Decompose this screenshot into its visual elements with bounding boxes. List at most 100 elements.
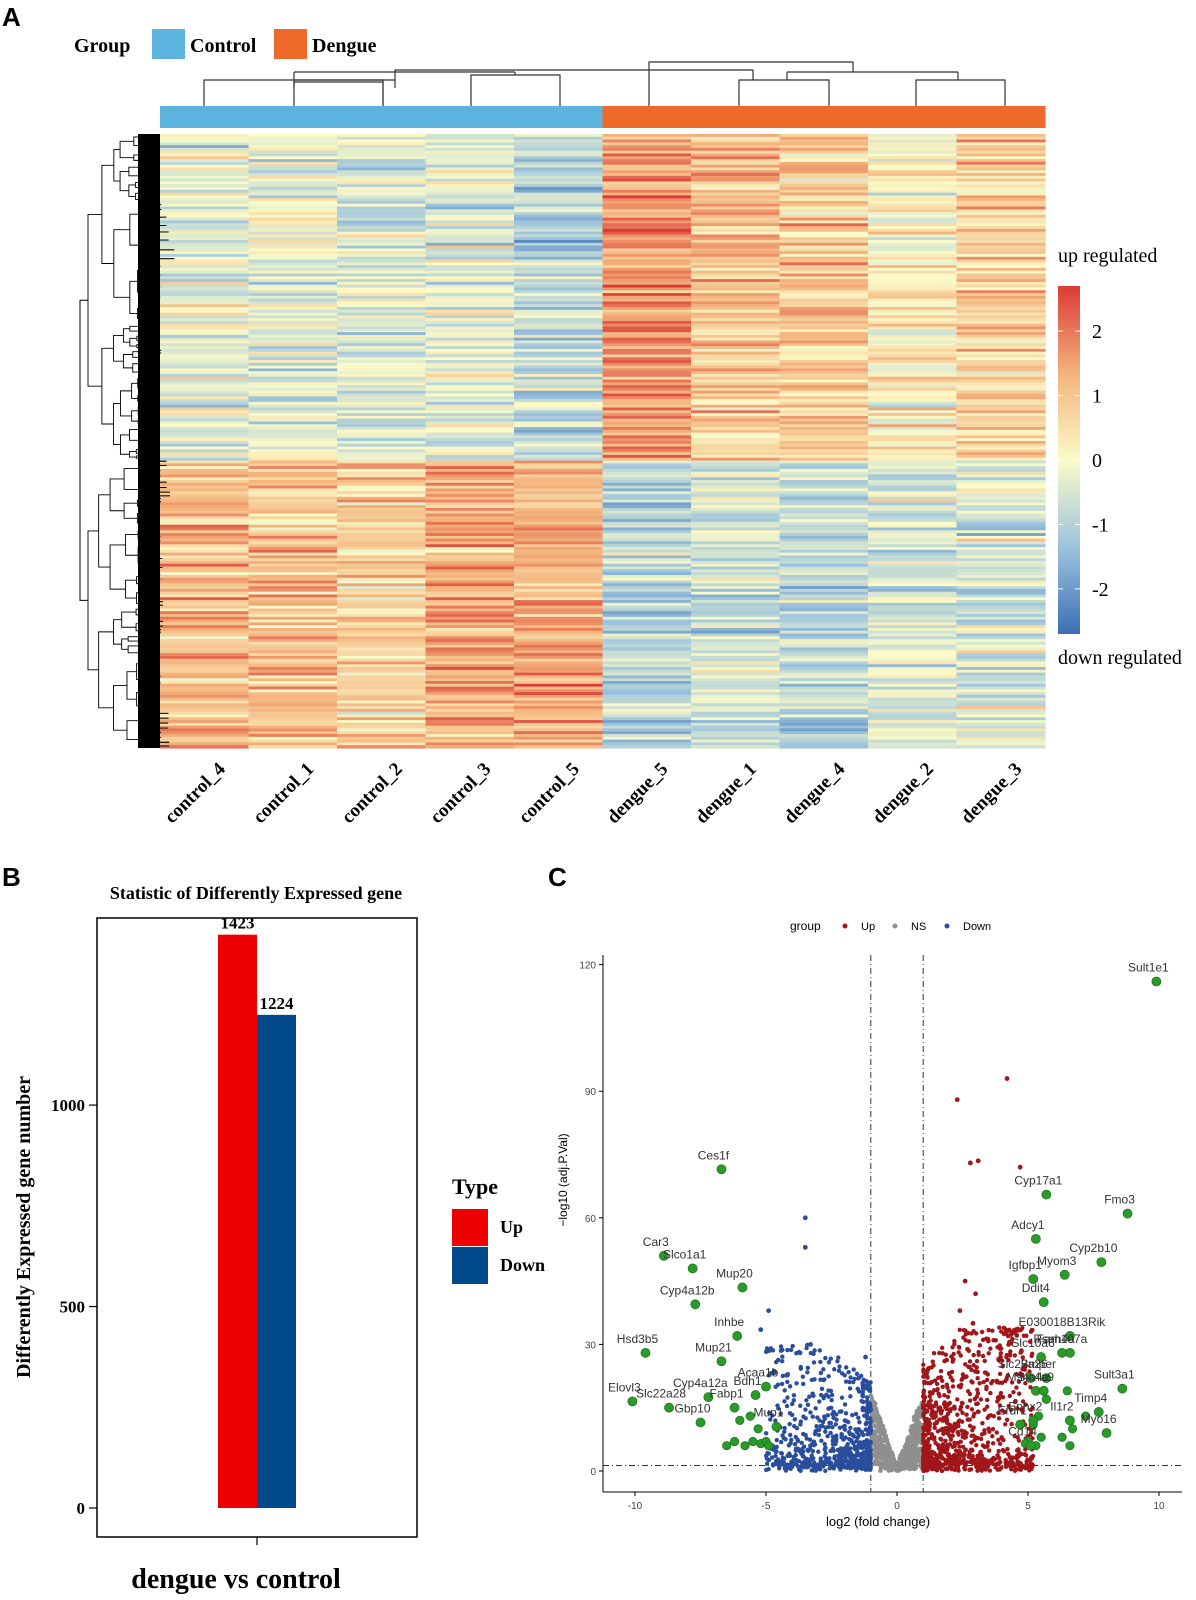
heat-cell [691,555,781,559]
heat-cell [425,739,515,744]
heat-cell [425,396,515,400]
heat-cell [691,602,781,607]
heat-cell [425,630,515,635]
heat-cell [337,354,427,358]
heat-cell [691,491,781,495]
heat-cell [425,491,515,495]
heat-cell [160,251,250,255]
heat-cell [779,290,869,294]
point-down [853,1464,859,1470]
point-down [861,1377,866,1383]
heat-cell [691,591,781,596]
heat-cell [337,745,427,749]
point-down [790,1343,795,1349]
point-down [838,1454,844,1460]
point-up [964,1460,969,1465]
point-up [1005,1446,1010,1452]
heat-cell [956,382,1046,386]
heat-cell [160,566,250,570]
heat-cell [337,700,427,704]
heat-cell [248,307,338,311]
point-down [774,1444,779,1450]
heat-cell [779,675,869,679]
bar-x-label: dengue vs control [131,1564,341,1595]
point-down [776,1357,781,1363]
heat-cell [956,549,1046,554]
heat-cell [160,700,250,704]
heat-cell [425,164,515,169]
point-down [809,1468,814,1473]
heat-cell [337,195,427,199]
heat-cell [425,552,515,557]
heat-cell [514,399,604,403]
heat-cell [868,675,958,679]
point-up [943,1461,948,1466]
point-down [819,1386,825,1391]
point-ns [872,1419,877,1424]
heat-cell [160,284,250,289]
heat-cell [691,711,781,716]
heat-cell [248,706,338,710]
heat-cell [691,463,781,467]
point-labeled-Elovl3 [627,1396,638,1407]
heat-cell [691,692,781,696]
heat-cell [337,661,427,665]
heat-cell [602,262,692,266]
heat-cell [868,541,958,545]
heat-cell [160,678,250,682]
heat-cell [425,499,515,503]
heat-cell [514,711,604,716]
heat-cell [514,446,604,450]
point-ns [872,1424,878,1429]
point-up [1029,1466,1034,1472]
heat-cell [337,203,427,208]
heat-cell [956,521,1046,526]
heat-cell [248,494,338,498]
point-down [856,1442,862,1447]
heat-cell [779,329,869,333]
heat-cell [425,312,515,317]
heat-cell [956,399,1046,403]
heat-cell [160,725,250,730]
point-down [856,1415,861,1421]
point-down [828,1448,833,1454]
heat-cell [868,214,958,219]
point-down [863,1354,868,1360]
heat-cell [602,527,692,531]
row-dendro-branch [101,164,114,264]
heat-cell [248,499,338,503]
type-legend: Type Up Down [452,1174,545,1284]
heat-cell [425,653,515,657]
heat-cell [602,482,692,487]
heat-cell [248,198,338,202]
heat-cell [868,605,958,610]
heat-cell [691,362,781,367]
heat-cell [514,421,604,425]
heat-cell [425,622,515,626]
heat-cell [514,588,604,593]
heat-cell [248,736,338,741]
heat-cell [514,658,604,663]
heat-cell [337,334,427,339]
heat-cell [160,547,250,551]
heat-cell [602,226,692,230]
heat-cell [602,485,692,490]
point-up [990,1378,996,1384]
point-up [1003,1422,1008,1427]
heat-cell [602,678,692,682]
point-down [770,1413,775,1418]
heat-cell [160,153,250,157]
heat-cell [514,745,604,749]
heat-cell [425,734,515,738]
heat-cell [779,220,869,224]
point-up [1009,1336,1015,1342]
point-up [952,1338,957,1344]
heat-cell [248,669,338,674]
heat-cell [956,173,1046,177]
point-down [794,1381,799,1386]
point-up [1014,1385,1019,1390]
heat-cell [337,399,427,403]
heat-cell [514,368,604,372]
heat-cell [691,496,781,501]
heat-cell [602,192,692,196]
